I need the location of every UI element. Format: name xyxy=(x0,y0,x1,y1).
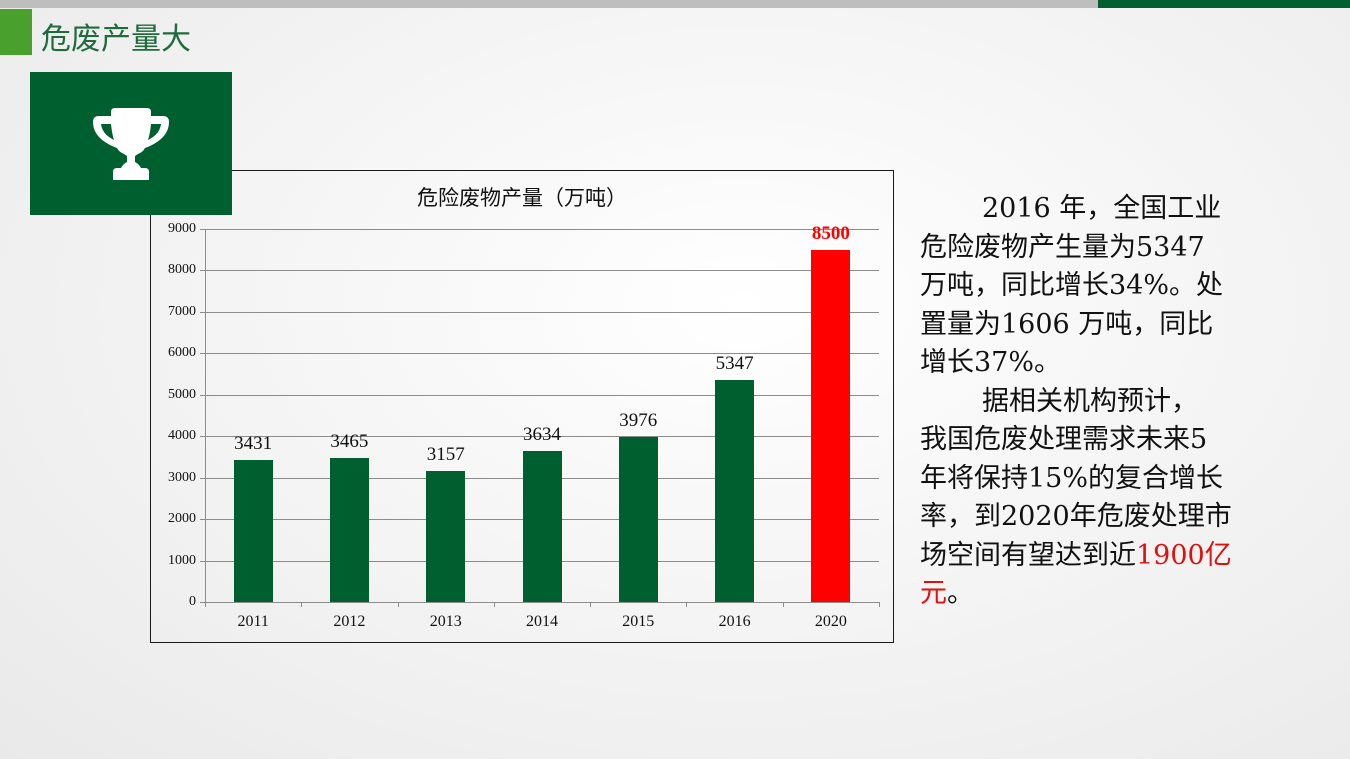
y-tick xyxy=(200,519,205,521)
gridline xyxy=(205,311,879,313)
x-tick-label: 2014 xyxy=(526,613,558,630)
gridline xyxy=(205,270,879,272)
page-title: 危废产量大 xyxy=(41,22,191,57)
y-tick-label: 4000 xyxy=(168,428,196,444)
market-size-highlight: 1900亿 xyxy=(1136,539,1232,571)
gridline xyxy=(205,394,879,396)
market-size-unit-highlight: 元 xyxy=(920,578,947,609)
x-tick-label: 2020 xyxy=(814,613,847,630)
y-tick xyxy=(200,270,205,272)
para2-line5: 场空间有望达到近1900亿 xyxy=(920,537,1280,576)
x-tick-label: 2016 xyxy=(718,613,751,630)
x-tick-label: 2012 xyxy=(333,613,366,630)
x-tick xyxy=(397,602,399,607)
y-tick-label: 5000 xyxy=(168,386,196,402)
x-tick-label: 2015 xyxy=(622,613,655,630)
bar-2020 xyxy=(811,249,851,602)
bar-2011 xyxy=(233,459,273,602)
bar-value-label: 3465 xyxy=(330,431,369,453)
y-tick-label: 9000 xyxy=(168,221,196,236)
y-tick xyxy=(200,602,205,603)
gridline xyxy=(205,353,879,355)
y-tick-label: 2000 xyxy=(168,511,196,527)
x-axis xyxy=(205,602,879,603)
x-tick xyxy=(301,602,303,607)
para2-line6: 元。 xyxy=(920,575,1280,614)
bar-value-label: 5347 xyxy=(715,353,754,375)
y-tick-label: 3000 xyxy=(168,469,196,485)
para1-line1: 2016 年，全国工业 xyxy=(982,193,1222,224)
bar-value-label: 8500 xyxy=(811,222,850,244)
bar-value-label: 3634 xyxy=(523,424,561,446)
gridline xyxy=(205,229,879,230)
y-tick-label: 8000 xyxy=(168,262,196,278)
y-tick xyxy=(200,560,205,562)
para1-line3: 万吨，同比增长34%。处 xyxy=(920,270,1224,301)
bar-2016 xyxy=(715,380,755,602)
bar-2014 xyxy=(522,451,562,602)
y-tick-label: 0 xyxy=(189,594,196,609)
bar-value-label: 3976 xyxy=(619,410,658,432)
bar-value-label: 3431 xyxy=(234,432,273,454)
chart-container: 危险废物产量（万吨） 9000 8000 7000 6000 5000 4000 3000 2… xyxy=(150,170,894,643)
x-tick xyxy=(590,602,592,607)
para2-line2: 我国危废处理需求未来5 xyxy=(920,424,1208,455)
para2-line6-suffix: 。 xyxy=(947,578,974,609)
y-tick xyxy=(200,394,205,396)
x-tick xyxy=(782,602,784,607)
chart-title: 危险废物产量（万吨） xyxy=(417,186,627,210)
trophy-icon-box xyxy=(30,72,232,215)
bar-2015 xyxy=(618,437,658,602)
para2-line3: 年将保持15%的复合增长 xyxy=(920,462,1224,494)
y-tick xyxy=(200,477,205,479)
x-tick xyxy=(493,602,495,607)
x-tick xyxy=(205,602,206,607)
y-tick-label: 1000 xyxy=(168,552,196,568)
para1-line5: 增长37%。 xyxy=(920,347,1062,378)
para1-line2: 危险废物产生量为5347 xyxy=(920,231,1205,263)
x-tick xyxy=(686,602,688,607)
x-tick-label: 2013 xyxy=(429,613,462,630)
top-bar-gray xyxy=(0,0,1098,8)
plot-area: 9000 8000 7000 6000 5000 4000 3000 2000 1000 0 343… xyxy=(168,222,880,630)
x-tick xyxy=(879,602,880,607)
para2-line4: 率，到2020年危废处理市 xyxy=(920,501,1232,532)
para2-line1: 据相关机构预计， xyxy=(982,385,1198,417)
y-tick xyxy=(200,353,205,355)
gridline xyxy=(205,436,879,438)
bar-2013 xyxy=(426,471,466,602)
y-tick-label: 7000 xyxy=(168,303,196,319)
y-tick xyxy=(200,311,205,313)
y-tick xyxy=(200,436,205,438)
bar-value-label: 3157 xyxy=(426,444,465,466)
para1-line4: 置量为1606 万吨，同比 xyxy=(920,308,1214,340)
y-tick-label: 6000 xyxy=(168,345,196,361)
description-text: 2016 年，全国工业 危险废物产生量为5347 万吨，同比增长34%。处 置量… xyxy=(920,190,1280,614)
y-axis xyxy=(205,229,206,602)
top-bar-green xyxy=(1098,0,1350,8)
trophy-icon xyxy=(93,107,169,180)
bar-2012 xyxy=(329,458,369,602)
title-accent-marker xyxy=(0,9,32,55)
x-tick-label: 2011 xyxy=(237,613,269,630)
para2-line5-prefix: 场空间有望达到近 xyxy=(920,539,1136,571)
y-tick xyxy=(200,229,205,230)
